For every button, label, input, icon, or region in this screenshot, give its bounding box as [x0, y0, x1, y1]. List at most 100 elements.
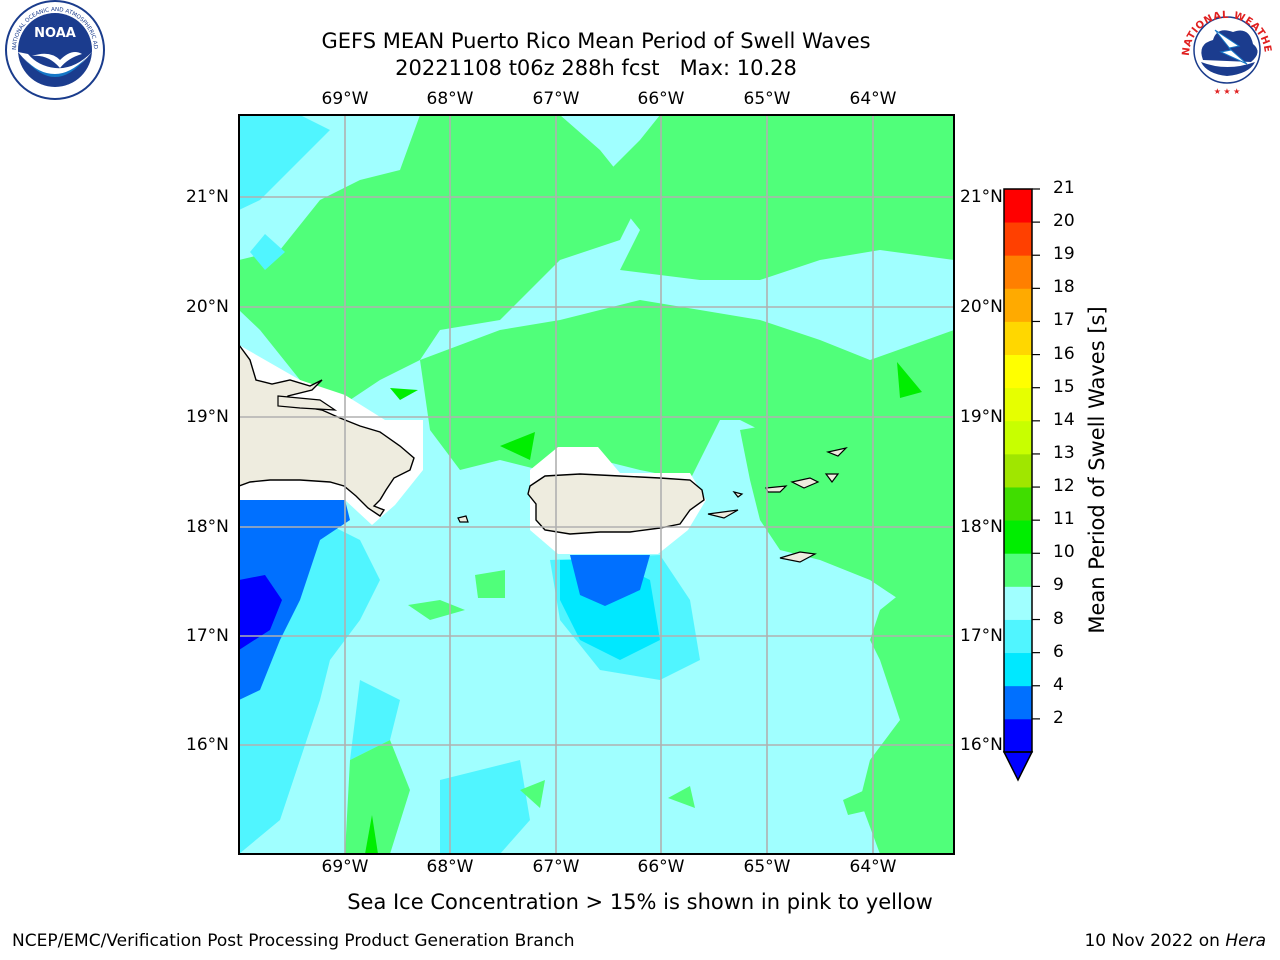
lon-label-bottom-64w: 64°W: [849, 857, 897, 877]
lat-label-right-21n: 21°N: [960, 187, 1003, 207]
swell-region-9-10-south: [345, 740, 410, 854]
colorbar-tick-label: 12: [1053, 476, 1075, 497]
colorbar-tick-label: 17: [1053, 310, 1075, 331]
swell-region-10-11-c: [897, 362, 922, 398]
lon-label-bottom-66w: 66°W: [637, 857, 685, 877]
swell-region-7-8-a: [350, 680, 400, 760]
swell-region-7-8-nw-diamond: [250, 234, 285, 270]
colorbar-tick-label: 15: [1053, 376, 1075, 397]
lon-label-bottom-68w: 68°W: [426, 857, 474, 877]
swell-region-9-10-h: [520, 780, 545, 808]
swell-region-7-8-b: [440, 760, 530, 854]
swell-region-9-10-virgin-islands: [740, 400, 954, 620]
swell-region-9-10-east: [420, 115, 954, 854]
footer-date: 10 Nov 2022 on Hera: [1084, 931, 1266, 951]
lon-label-top-67w: 67°W: [532, 89, 580, 109]
colorbar-swatch: [1004, 586, 1032, 620]
lat-label-left-17n: 17°N: [186, 626, 229, 646]
lon-label-top-69w: 69°W: [321, 89, 369, 109]
lat-label-left-16n: 16°N: [186, 735, 229, 755]
colorbar-tick-label: 19: [1053, 244, 1075, 265]
footer-branch: NCEP/EMC/Verification Post Processing Pr…: [12, 931, 575, 951]
map-title-line1: GEFS MEAN Puerto Rico Mean Period of Swe…: [321, 29, 871, 53]
colorbar-tick-label: 4: [1053, 674, 1064, 695]
culebra-land: [732, 490, 744, 498]
swell-region-lt-2: [239, 575, 282, 650]
st-john-land: [790, 477, 820, 489]
colorbar-tick-label: 6: [1053, 641, 1064, 662]
colorbar-swatch: [1004, 189, 1032, 223]
lat-label-right-16n: 16°N: [960, 735, 1003, 755]
lat-label-left-19n: 19°N: [186, 407, 229, 427]
mona-island-land: [457, 515, 469, 523]
colorbar-tick-label: 18: [1053, 277, 1075, 298]
swell-region-9-10-g: [668, 786, 695, 808]
lon-label-top-64w: 64°W: [849, 89, 897, 109]
colorbar: [1004, 188, 1040, 753]
noaa-logo: NOAA NATIONAL OCEANIC AND ATMOSPHERIC AD…: [2, 0, 105, 100]
swell-region-2-4-south-pr: [570, 555, 650, 606]
colorbar-swatch: [1004, 255, 1032, 289]
puerto-rico-land: [527, 473, 705, 535]
swell-region-2-4-west: [239, 500, 350, 700]
swell-region-9-10-i: [843, 790, 870, 815]
colorbar-tick-label: 2: [1053, 707, 1064, 728]
reef-island-land: [825, 446, 848, 457]
footer-machine: Hera: [1225, 931, 1266, 951]
swell-region-9-10-f: [475, 570, 505, 598]
svg-text:★ ★ ★: ★ ★ ★: [1214, 87, 1241, 96]
swell-region-10-11-a: [500, 432, 535, 460]
lat-label-right-18n: 18°N: [960, 517, 1003, 537]
colorbar-swatch: [1004, 685, 1032, 720]
colorbar-tick-label: 20: [1053, 211, 1075, 232]
colorbar-tick-label: 14: [1053, 409, 1075, 430]
colorbar-tick-label: 16: [1053, 343, 1075, 364]
colorbar-swatch: [1004, 321, 1032, 355]
graticule: [239, 115, 954, 854]
tortuga-land: [277, 395, 338, 411]
lat-label-right-20n: 20°N: [960, 297, 1003, 317]
lon-label-top-66w: 66°W: [637, 89, 685, 109]
colorbar-frame: [1003, 188, 1033, 753]
swell-region-10-11-d: [365, 815, 378, 854]
colorbar-tick-label: 9: [1053, 575, 1064, 596]
colorbar-swatch: [1004, 487, 1032, 521]
colorbar-swatch: [1004, 520, 1032, 554]
colorbar-swatch: [1004, 288, 1032, 322]
footer-date-text: 10 Nov 2022 on: [1084, 931, 1226, 951]
nws-logo: NATIONAL WEATHER SERVICE ★ ★ ★: [1177, 0, 1275, 98]
anegada-land: [824, 473, 840, 483]
map-frame: [238, 114, 955, 855]
lat-label-right-19n: 19°N: [960, 407, 1003, 427]
sea-ice-note: Sea Ice Concentration > 15% is shown in …: [347, 890, 933, 914]
hispaniola-land: [239, 343, 415, 517]
colorbar-swatch: [1004, 420, 1032, 455]
colorbar-swatch: [1004, 222, 1032, 256]
lat-label-left-18n: 18°N: [186, 517, 229, 537]
lon-label-bottom-65w: 65°W: [743, 857, 791, 877]
vieques-land: [707, 509, 739, 519]
colorbar-tick-label: 8: [1053, 608, 1064, 629]
colorbar-swatch: [1004, 718, 1032, 753]
map-title-line2: 20221108 t06z 288h fcst Max: 10.28: [395, 56, 797, 80]
colorbar-tick-label: 13: [1053, 442, 1075, 463]
noaa-logo-text: NOAA: [34, 26, 76, 41]
lat-label-left-21n: 21°N: [186, 187, 229, 207]
lon-label-top-68w: 68°W: [426, 89, 474, 109]
colorbar-title: Mean Period of Swell Waves [s]: [1085, 306, 1109, 634]
lon-label-bottom-67w: 67°W: [532, 857, 580, 877]
swell-region-7-8-nw: [239, 115, 330, 210]
colorbar-tick-label: 10: [1053, 542, 1075, 563]
swell-region-9-10-north: [239, 115, 640, 400]
colorbar-swatch: [1004, 652, 1032, 687]
colorbar-swatch: [1004, 619, 1032, 654]
swell-region-10-11-b: [390, 388, 418, 400]
colorbar-tick-label: 21: [1053, 178, 1075, 198]
lat-label-left-20n: 20°N: [186, 297, 229, 317]
colorbar-swatch: [1004, 354, 1032, 389]
colorbar-swatch: [1004, 387, 1032, 422]
lat-label-right-17n: 17°N: [960, 626, 1003, 646]
colorbar-swatch: [1004, 453, 1032, 488]
lon-label-top-65w: 65°W: [743, 89, 791, 109]
